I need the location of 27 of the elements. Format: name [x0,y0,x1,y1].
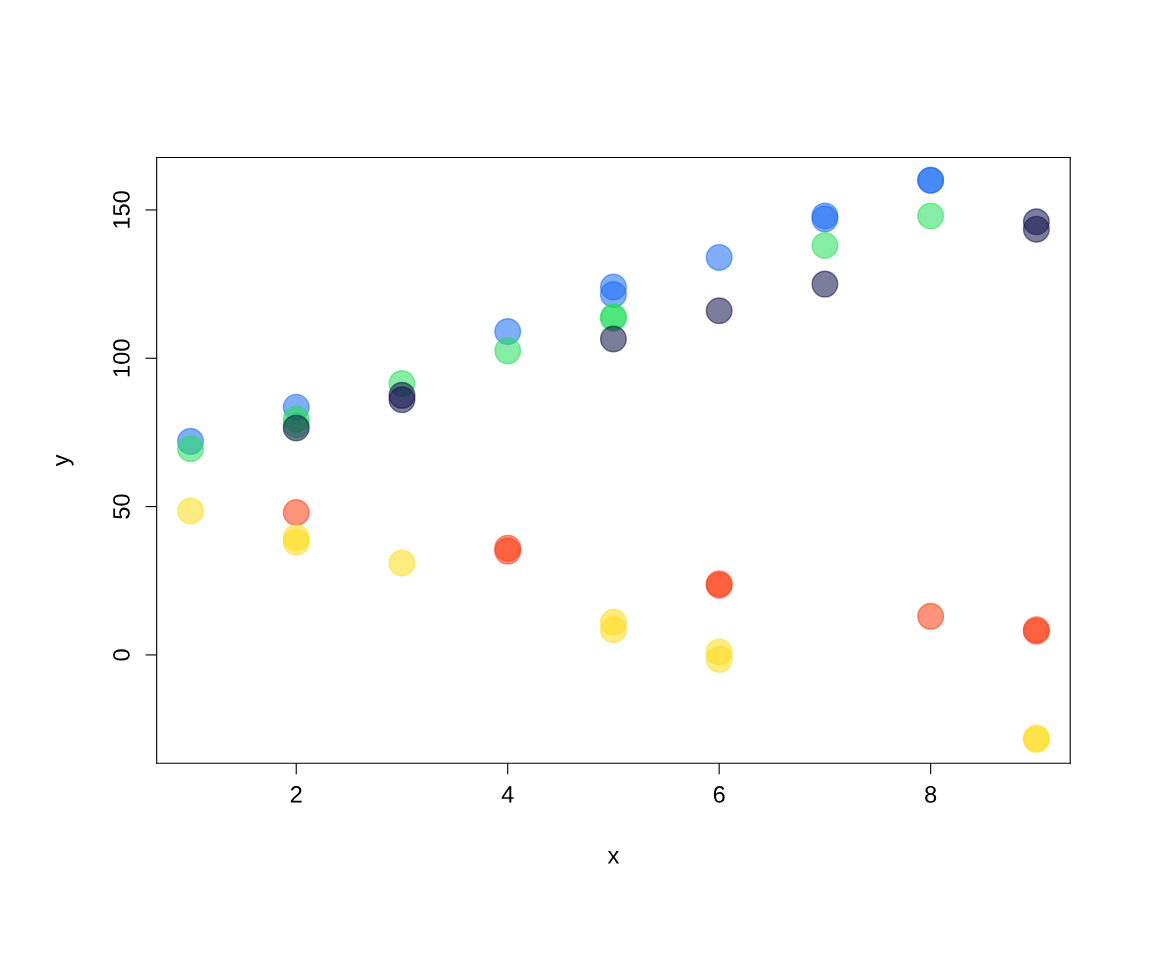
y-axis-title: y [56,454,74,467]
point [388,381,416,409]
y-tick-label: 0 [113,649,130,661]
point [811,270,839,298]
x-tick-label: 2 [290,786,302,803]
point [917,602,945,630]
point [917,202,945,230]
point [705,645,733,673]
y-tick-label: 150 [113,191,130,228]
point [705,243,733,271]
point [811,232,839,260]
x-tick-label: 8 [925,786,937,803]
point [599,325,627,353]
point [705,297,733,325]
point [494,337,522,365]
y-tick-label: 100 [113,339,130,377]
point [599,616,627,644]
point [177,435,205,463]
x-axis-title: x [607,850,620,864]
point [1022,215,1050,243]
x-tick-label: 6 [713,786,725,803]
y-tick-label: 50 [113,494,130,519]
x-tick-label: 4 [501,786,514,803]
point [388,549,416,577]
point [177,497,205,525]
point [282,499,310,527]
point [599,280,627,308]
